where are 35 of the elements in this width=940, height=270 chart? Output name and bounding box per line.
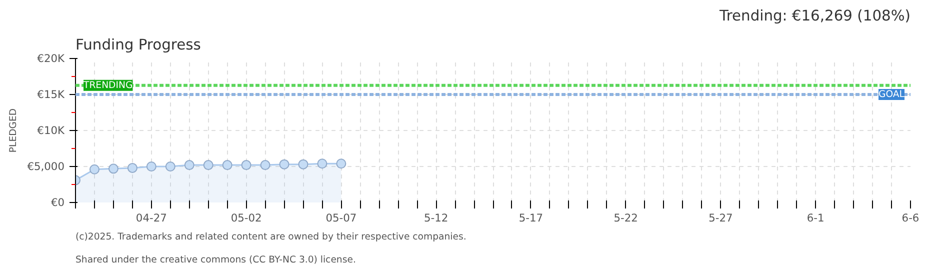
x-tick-label: 5-17 (518, 212, 544, 224)
ref-line-label: TRENDING (82, 80, 133, 91)
x-tick-label: 05-07 (326, 212, 357, 224)
chart-subtitle: Trending: €16,269 (108%) (718, 8, 911, 24)
chart-title: Funding Progress (76, 36, 201, 54)
x-tick-label: 5-12 (424, 212, 448, 224)
y-tick-label: €0 (50, 196, 65, 209)
text: Shared under the creative commons (CC BY-NC 3.0) license. (76, 254, 356, 266)
x-tick-label: 5-22 (614, 212, 638, 224)
point (260, 160, 270, 170)
y-axis-title: PLEDGED (8, 108, 20, 153)
ref-line-label: GOAL (878, 89, 906, 100)
x-tick-label: 6-1 (806, 212, 824, 224)
point (241, 160, 252, 170)
point (317, 158, 328, 169)
point (298, 159, 308, 170)
point (165, 162, 176, 172)
x-tick-label: 6-6 (902, 212, 920, 224)
point (222, 160, 232, 170)
point (146, 162, 156, 172)
point (279, 159, 290, 170)
point (108, 164, 118, 174)
text: (c)2025. Trademarks and related content are owned by their respective companies. (76, 232, 466, 242)
y-tick-label: €15K (37, 88, 66, 101)
x-tick-label: 05-02 (230, 212, 262, 224)
point (89, 164, 100, 174)
point (336, 158, 346, 169)
x-tick-label: 04-27 (136, 212, 167, 224)
y-tick-label: €10K (37, 124, 66, 137)
point (203, 160, 214, 170)
x-tick-label: 5-27 (708, 212, 733, 224)
y-tick-label: €5,000 (27, 160, 65, 173)
point (127, 162, 138, 173)
y-tick-label: €20K (37, 52, 66, 65)
point (184, 160, 194, 170)
